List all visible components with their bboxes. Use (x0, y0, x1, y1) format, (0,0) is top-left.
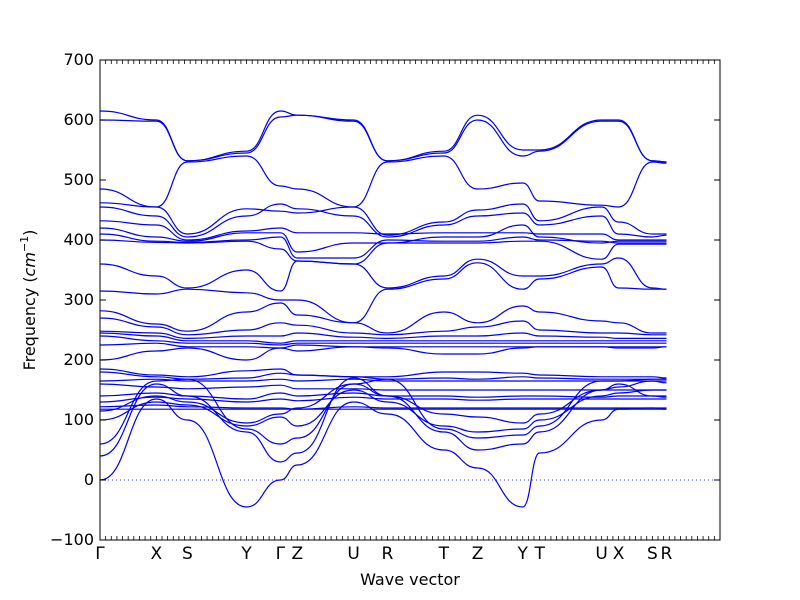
y-axis-label-unit: cm (20, 252, 39, 276)
phonon-branch-24 (99, 396, 667, 403)
phonon-branch-30 (99, 377, 667, 463)
y-tick-label: 500 (63, 170, 94, 189)
high-symmetry-label: Z (291, 544, 303, 564)
y-tick-label: 600 (63, 110, 94, 129)
phonon-branch-22 (99, 383, 667, 391)
plot-frame (99, 59, 721, 541)
phonon-branch-2 (99, 114, 667, 163)
high-symmetry-label: U (347, 544, 359, 564)
high-symmetry-label: R (661, 544, 673, 564)
phonon-branch-10 (99, 257, 667, 292)
y-axis-label: Frequency (cm−1) (18, 230, 39, 371)
high-symmetry-label: Γ (276, 544, 286, 564)
high-symmetry-label: U (595, 544, 607, 564)
high-symmetry-label: S (647, 544, 658, 564)
high-symmetry-label: Z (472, 544, 484, 564)
high-symmetry-label: Y (240, 544, 252, 564)
phonon-branch-4 (99, 202, 667, 236)
phonon-branch-20 (99, 371, 667, 380)
phonon-branch-16 (99, 335, 667, 346)
y-axis-label-prefix: Frequency ( (20, 276, 39, 370)
phonon-branch-12 (99, 302, 667, 334)
phonon-branch-25 (99, 404, 667, 410)
high-symmetry-label: X (613, 544, 625, 564)
high-symmetry-label: T (533, 544, 545, 564)
y-tick-label: 400 (63, 230, 94, 249)
phonon-branch-9 (99, 239, 667, 265)
y-tick-label: 300 (63, 290, 94, 309)
phonon-branch-6 (99, 220, 667, 241)
high-symmetry-label: Y (517, 544, 529, 564)
x-axis-label: Wave vector (360, 570, 460, 589)
phonon-branch-5 (99, 203, 667, 238)
phonon-branch-14 (99, 330, 667, 340)
high-symmetry-label: R (382, 544, 394, 564)
phonon-branch-11 (99, 262, 667, 324)
phonon-branch-8 (99, 233, 667, 259)
plot-area (99, 110, 720, 508)
phonon-branch-31 (99, 398, 667, 508)
y-tick-label: 200 (63, 350, 94, 369)
high-symmetry-label: Γ (95, 544, 105, 564)
y-tick-label: −100 (50, 530, 94, 549)
high-symmetry-label: T (438, 544, 450, 564)
phonon-branch-7 (99, 224, 667, 253)
y-axis-label-suffix: ) (20, 230, 39, 236)
phonon-branch-18 (99, 346, 667, 361)
phonon-branch-1 (99, 110, 667, 163)
phonon-branch-29 (99, 378, 667, 445)
y-tick-label: 700 (63, 50, 94, 69)
y-tick-label: 100 (63, 410, 94, 429)
high-symmetry-label: X (151, 544, 163, 564)
phonon-branch-3 (99, 155, 667, 208)
phonon-branch-19 (99, 368, 667, 379)
phonon-branch-15 (99, 332, 667, 344)
phonon-branch-13 (99, 317, 667, 336)
y-tick-label: 0 (84, 470, 94, 489)
phonon-branch-23 (99, 392, 667, 400)
high-symmetry-label: S (182, 544, 193, 564)
y-axis-label-exp: −1 (18, 236, 31, 252)
phonon-branch-28 (99, 389, 667, 433)
